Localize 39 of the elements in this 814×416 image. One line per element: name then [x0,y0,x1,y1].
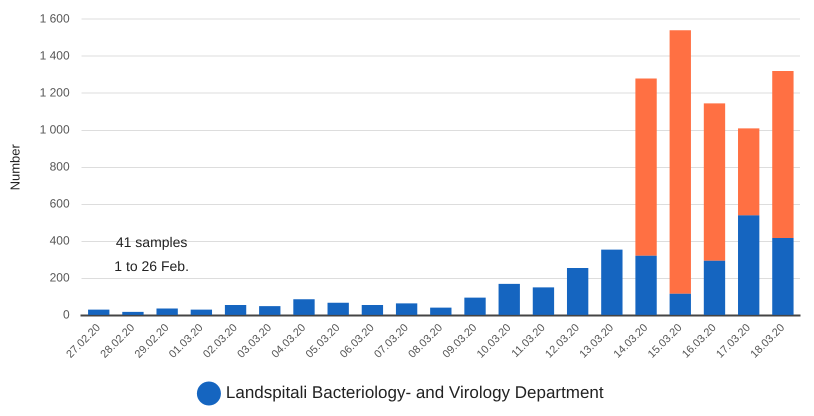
y-tick-label: 1 200 [40,86,70,100]
bar [566,268,588,315]
bar [362,305,384,315]
y-tick-label: 400 [50,234,70,248]
y-tick-label: 1 600 [40,12,70,26]
bar [88,310,110,315]
y-tick-label: 0 [62,308,70,322]
bar [738,215,760,315]
bar [532,287,554,315]
bar [772,71,794,238]
bar [670,294,691,315]
legend-label: Landspitali Bacteriology- and Virology Department [226,383,604,402]
bar [498,284,520,315]
y-tick-label: 600 [50,196,70,211]
y-tick-label: 1 400 [40,48,70,63]
bar [224,305,246,315]
bar [601,250,623,315]
annotation: 41 samples [116,234,188,250]
bar [772,238,794,315]
bar [704,260,726,315]
bar [328,302,349,315]
bar [293,299,315,315]
bar [190,310,212,315]
bar [670,30,691,294]
bar [259,306,280,315]
y-tick-label: 200 [50,270,70,285]
y-axis-title: Number [7,144,22,190]
y-tick-label: 1 000 [40,122,70,137]
bar [635,256,657,315]
bar [430,308,452,315]
bar [635,78,657,256]
bar [122,312,144,315]
bar [738,128,760,216]
bar [156,308,178,315]
bar [464,298,486,315]
y-tick-label: 800 [50,160,70,174]
bar [396,303,418,315]
bar [704,103,726,261]
annotation: 1 to 26 Feb. [114,258,189,274]
